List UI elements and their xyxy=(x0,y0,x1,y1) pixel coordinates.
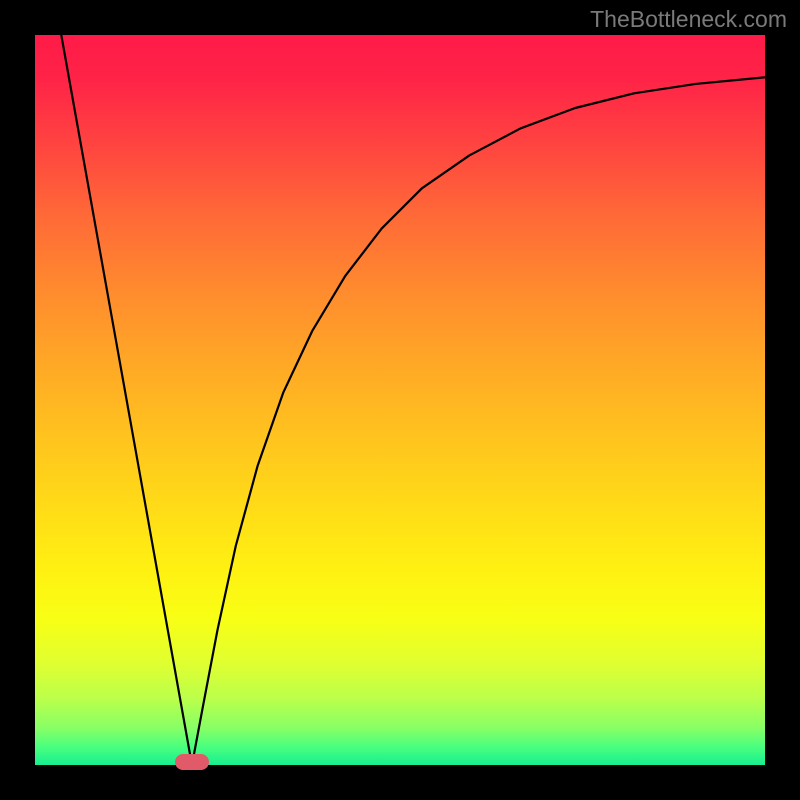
minimum-marker xyxy=(175,754,209,770)
watermark-text: TheBottleneck.com xyxy=(590,6,787,33)
plot-background xyxy=(35,35,765,765)
chart-svg xyxy=(0,0,800,800)
chart-frame: TheBottleneck.com xyxy=(0,0,800,800)
